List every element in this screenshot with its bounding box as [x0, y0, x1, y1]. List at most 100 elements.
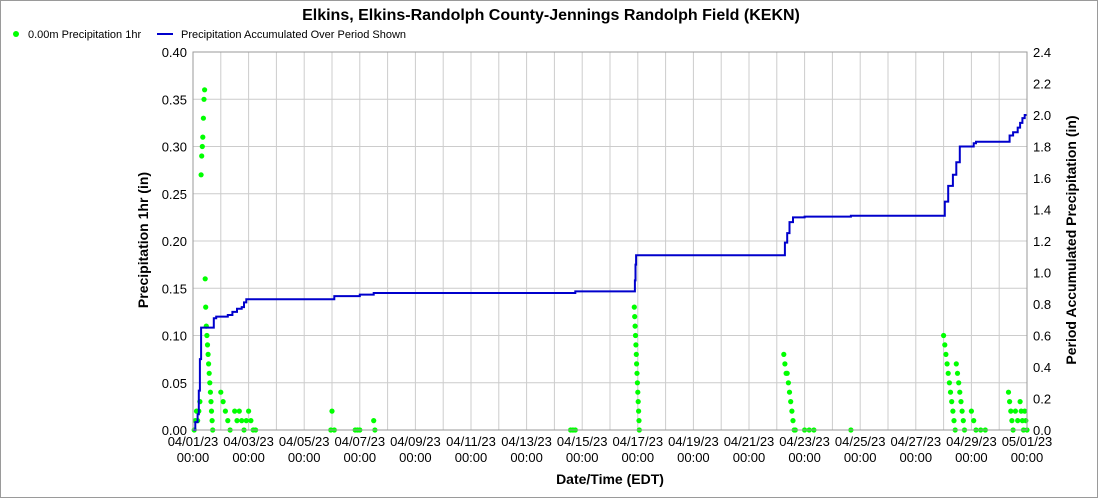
precip-1hr-point	[202, 87, 208, 93]
x-tick-time: 00:00	[900, 450, 933, 465]
precip-1hr-point	[789, 408, 795, 414]
x-tick-date: 04/15/23	[557, 434, 608, 449]
precip-1hr-point	[635, 389, 641, 395]
right-tick-label: 1.8	[1033, 140, 1051, 155]
grid	[192, 51, 1028, 431]
x-tick-time: 00:00	[344, 450, 377, 465]
legend: 0.00m Precipitation 1hr Precipitation Ac…	[13, 29, 406, 41]
precip-1hr-point	[784, 370, 790, 376]
precip-1hr-point	[218, 389, 224, 395]
precip-1hr-point	[943, 351, 949, 357]
x-tick-date: 05/01/23	[1002, 434, 1053, 449]
precip-1hr-point	[1015, 418, 1021, 424]
precip-1hr-point	[781, 351, 787, 357]
precip-1hr-point	[631, 304, 637, 310]
legend-precip-1hr-marker	[13, 31, 19, 37]
precip-1hr-point	[236, 408, 242, 414]
right-tick-label: 0.6	[1033, 329, 1051, 344]
precip-1hr-point	[246, 408, 252, 414]
precip-1hr-point	[202, 276, 208, 282]
precip-1hr-point	[634, 380, 641, 386]
precip-1hr-point	[204, 342, 211, 348]
x-axis-ticks: 04/01/2300:0004/03/2300:0004/05/2300:000…	[168, 434, 1053, 465]
precip-1hr-point	[204, 332, 210, 339]
precip-1hr-point	[1023, 418, 1029, 424]
precip-1hr-point	[951, 418, 957, 424]
precip-1hr-point	[632, 332, 639, 339]
precip-1hr-point	[958, 399, 964, 405]
precip-1hr-point	[203, 304, 209, 310]
right-tick-label: 1.0	[1033, 266, 1051, 281]
precip-1hr-point	[785, 380, 792, 386]
x-tick-date: 04/27/23	[890, 434, 941, 449]
left-tick-label: 0.00	[162, 423, 187, 438]
precip-1hr-point	[632, 323, 638, 329]
precip-1hr-point	[960, 418, 966, 424]
precip-1hr-point	[953, 361, 959, 367]
left-tick-label: 0.30	[162, 140, 187, 155]
precip-1hr-point	[632, 314, 638, 320]
chart-title: Elkins, Elkins-Randolph County-Jennings …	[302, 7, 800, 24]
precip-1hr-point	[947, 389, 954, 395]
x-tick-time: 00:00	[510, 450, 543, 465]
precip-1hr-point	[200, 115, 206, 121]
x-tick-date: 04/11/23	[446, 434, 496, 449]
precip-1hr-point	[949, 399, 955, 405]
precip-1hr-point	[636, 408, 642, 414]
x-tick-date: 04/03/23	[223, 434, 274, 449]
precip-1hr-point	[1022, 408, 1028, 414]
precip-1hr-point	[1005, 389, 1012, 395]
precip-1hr-point	[790, 418, 796, 424]
precip-1hr-point	[208, 399, 214, 405]
x-tick-date: 04/29/23	[946, 434, 997, 449]
precip-1hr-point	[956, 380, 962, 386]
left-tick-label: 0.25	[162, 187, 187, 202]
x-tick-time: 00:00	[232, 450, 265, 465]
precip-1hr-point	[634, 361, 640, 367]
left-axis-ticks: 0.00 0.05 0.10 0.15 0.20 0.25 0.30 0.35 0.40	[162, 45, 187, 438]
precip-1hr-point	[220, 399, 226, 405]
right-tick-label: 1.6	[1033, 171, 1051, 186]
left-axis-title: Precipitation 1hr (in)	[135, 172, 151, 308]
precip-1hr-point	[941, 332, 947, 339]
x-tick-date: 04/23/23	[779, 434, 830, 449]
right-tick-label: 1.4	[1033, 203, 1051, 218]
x-tick-time: 00:00	[177, 450, 210, 465]
x-tick-date: 04/17/23	[612, 434, 663, 449]
right-tick-label: 2.0	[1033, 108, 1051, 123]
x-tick-time: 00:00	[288, 450, 321, 465]
x-tick-date: 04/13/23	[501, 434, 552, 449]
precip-1hr-point	[1009, 418, 1015, 424]
precip-1hr-point	[239, 418, 245, 424]
x-tick-time: 00:00	[788, 450, 821, 465]
precip-1hr-point	[329, 408, 335, 414]
x-tick-date: 04/09/23	[390, 434, 441, 449]
precip-1hr-point	[234, 418, 240, 424]
precip-1hr-point	[945, 370, 951, 376]
precip-1hr-point	[198, 172, 204, 178]
precip-1hr-points	[191, 87, 1030, 433]
precip-1hr-point	[942, 342, 948, 348]
precip-1hr-point	[968, 408, 975, 414]
precip-1hr-point	[1017, 399, 1023, 405]
precip-1hr-point	[207, 389, 213, 395]
precip-1hr-point	[635, 399, 641, 405]
precip-1hr-point	[971, 418, 977, 424]
precip-1hr-point	[959, 408, 965, 414]
precip-1hr-point	[371, 418, 377, 424]
precip-1hr-point	[232, 408, 238, 414]
right-tick-label: 0.2	[1033, 392, 1051, 407]
precip-1hr-point	[206, 370, 212, 376]
precip-1hr-point	[1008, 408, 1014, 414]
precip-1hr-point	[199, 143, 205, 150]
right-tick-label: 0.0	[1033, 423, 1051, 438]
precip-1hr-point	[954, 370, 961, 376]
right-tick-label: 0.4	[1033, 360, 1051, 375]
right-tick-label: 1.2	[1033, 234, 1051, 249]
precip-1hr-point	[1007, 399, 1013, 405]
x-axis-title: Date/Time (EDT)	[556, 471, 664, 487]
precip-1hr-point	[209, 418, 215, 424]
x-tick-time: 00:00	[566, 450, 599, 465]
precip-1hr-point	[636, 418, 642, 424]
